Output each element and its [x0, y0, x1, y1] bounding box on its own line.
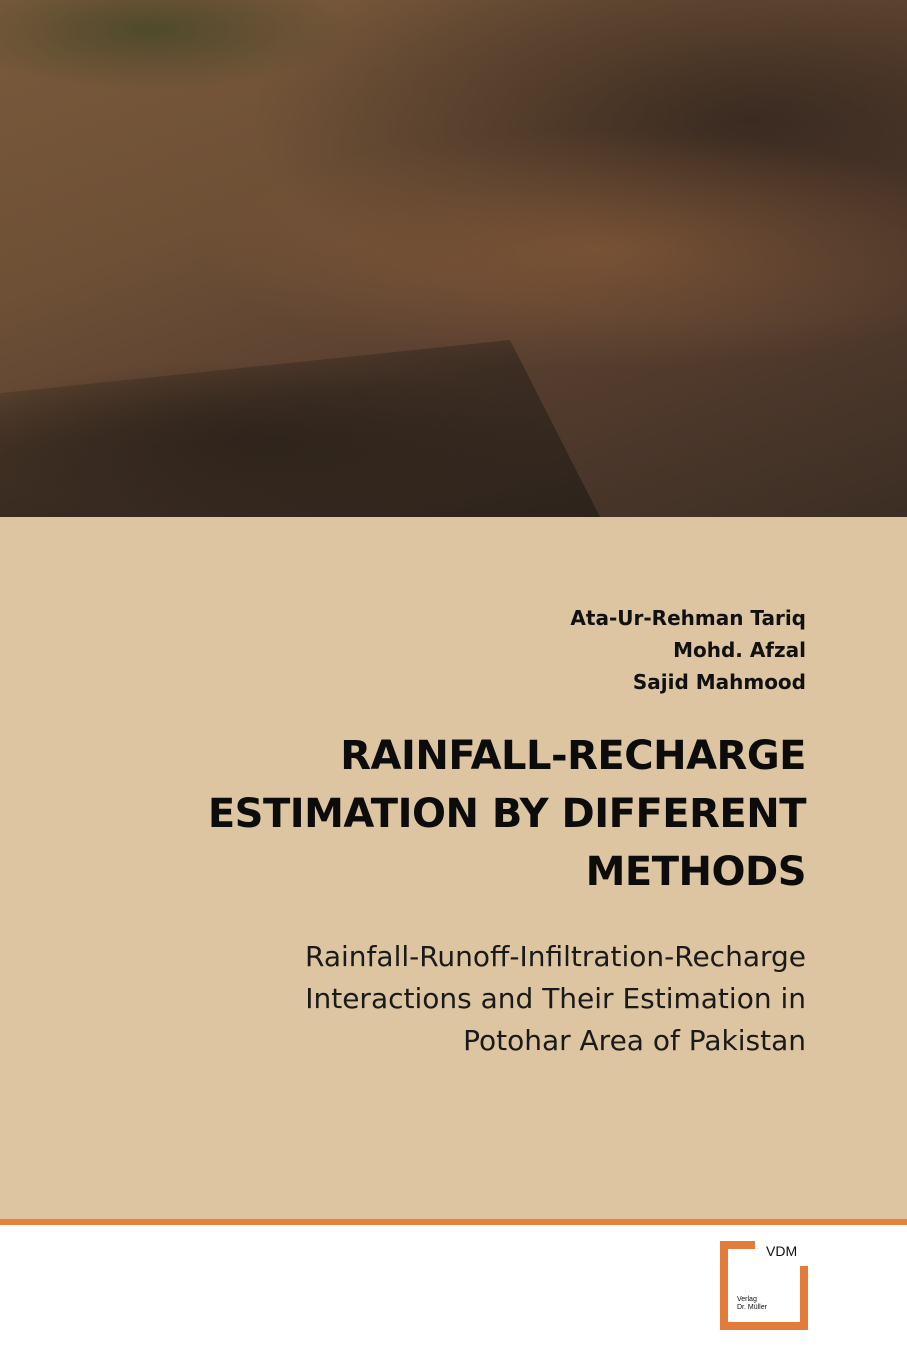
publisher-logo: [720, 1241, 808, 1330]
publisher-logo-text: VDM: [766, 1243, 798, 1259]
title-line: METHODS: [585, 849, 807, 895]
orange-divider: [0, 1219, 907, 1225]
authors: Ata-Ur-Rehman Tariq Mohd. Afzal Sajid Ma…: [570, 602, 806, 698]
subtitle-line: Rainfall-Runoff-Infiltration-Recharge: [305, 940, 806, 973]
cover-photo-rain-on-soil: [0, 0, 907, 517]
book-title: RAINFALL-RECHARGE ESTIMATION BY DIFFEREN…: [207, 727, 807, 901]
author: Ata-Ur-Rehman Tariq: [570, 606, 806, 630]
publisher-name: Verlag Dr. Müller: [737, 1296, 767, 1312]
book-subtitle: Rainfall-Runoff-Infiltration-Recharge In…: [305, 936, 806, 1062]
title-line: RAINFALL-RECHARGE: [340, 733, 806, 779]
publisher-name-line: Verlag: [737, 1296, 757, 1303]
publisher-name-line: Dr. Müller: [737, 1304, 767, 1311]
subtitle-line: Interactions and Their Estimation in: [305, 982, 806, 1015]
author: Mohd. Afzal: [673, 638, 806, 662]
subtitle-line: Potohar Area of Pakistan: [463, 1024, 806, 1057]
author: Sajid Mahmood: [632, 670, 806, 694]
bottom-panel: [0, 1225, 907, 1360]
photo-shadow: [0, 340, 600, 517]
title-line: ESTIMATION BY DIFFERENT: [207, 791, 807, 837]
